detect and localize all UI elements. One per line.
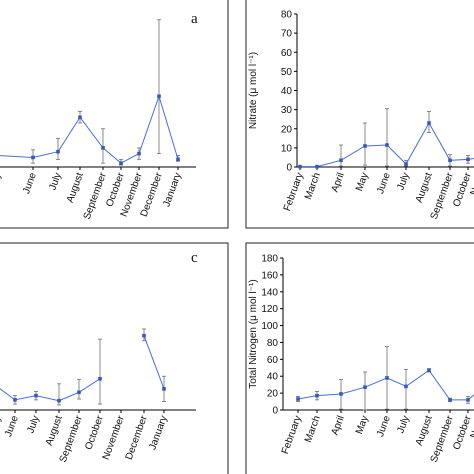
y-tick-label: 160	[261, 270, 278, 281]
panel-frame	[0, 242, 229, 474]
y-tick-label: 50	[281, 67, 293, 78]
data-point	[363, 385, 367, 389]
series-line	[143, 335, 165, 390]
data-point	[427, 121, 431, 125]
data-point	[98, 376, 102, 381]
data-point	[176, 157, 180, 162]
data-point	[385, 143, 389, 147]
chart-panel-3: ay June July AugustSeptemberOctoberNovember…	[0, 242, 229, 474]
y-tick-label: 80	[281, 10, 293, 21]
data-point	[77, 390, 81, 395]
y-tick-label: 60	[281, 48, 293, 59]
y-tick-label: 20	[281, 124, 293, 135]
panel-frame	[245, 242, 474, 474]
data-point	[57, 398, 61, 403]
y-axis-label: Total Nitrogen (μ mol l⁻¹)	[248, 279, 259, 388]
data-point	[119, 161, 123, 165]
data-point	[137, 151, 141, 156]
chart-panel-1: ay June July AugustSeptemberOctoberNovember…	[0, 0, 229, 229]
data-point	[448, 398, 452, 402]
data-point	[315, 393, 319, 398]
y-tick-label: 0	[286, 163, 292, 174]
data-point	[34, 393, 38, 398]
data-point	[339, 392, 343, 396]
data-point	[31, 155, 35, 160]
chart-panel-4: 0 20 40 60 80 100 120 140 160 180 Total Nitrogen (…	[245, 242, 474, 474]
x-tick-label: ay	[0, 414, 4, 428]
y-tick-label: 60	[267, 355, 279, 366]
series-line	[0, 378, 101, 402]
y-tick-label: 40	[267, 372, 279, 383]
data-point	[466, 157, 470, 162]
y-tick-label: 40	[281, 86, 293, 97]
y-tick-label: 20	[267, 389, 279, 400]
x-tick-label: Nove	[468, 414, 474, 440]
data-point	[296, 397, 300, 401]
data-point	[448, 158, 452, 163]
data-point	[13, 398, 17, 402]
data-point	[56, 149, 60, 154]
data-point	[78, 115, 82, 120]
data-point	[315, 164, 319, 169]
series-line	[297, 369, 474, 401]
data-point	[298, 164, 302, 169]
series-line	[300, 121, 474, 168]
data-point	[363, 144, 367, 148]
y-tick-label: 0	[272, 406, 278, 417]
y-axis-label: Nitrate (μ mol l⁻¹)	[248, 52, 259, 129]
x-tick-label: ay	[0, 171, 4, 185]
y-tick-label: 10	[281, 143, 293, 154]
data-point	[385, 376, 389, 380]
data-point	[157, 94, 161, 99]
data-point	[466, 398, 470, 402]
y-tick-label: 100	[261, 321, 278, 332]
y-tick-label: 180	[261, 254, 278, 265]
data-point	[101, 146, 105, 150]
y-tick-label: 30	[281, 105, 293, 116]
data-point	[142, 333, 146, 338]
y-tick-label: 80	[267, 338, 279, 349]
y-tick-label: 120	[261, 304, 278, 315]
data-point	[162, 387, 166, 391]
data-point	[404, 162, 408, 166]
panel-frame	[245, 0, 474, 229]
panel-frame	[0, 0, 229, 229]
data-point	[427, 368, 431, 373]
data-point	[404, 384, 408, 389]
y-tick-label: 140	[261, 287, 278, 298]
y-tick-label: 70	[281, 29, 293, 40]
x-tick-label: Nove	[468, 171, 474, 197]
panel-letter: c	[191, 250, 198, 266]
panel-letter: a	[191, 11, 198, 27]
data-point	[339, 158, 343, 163]
